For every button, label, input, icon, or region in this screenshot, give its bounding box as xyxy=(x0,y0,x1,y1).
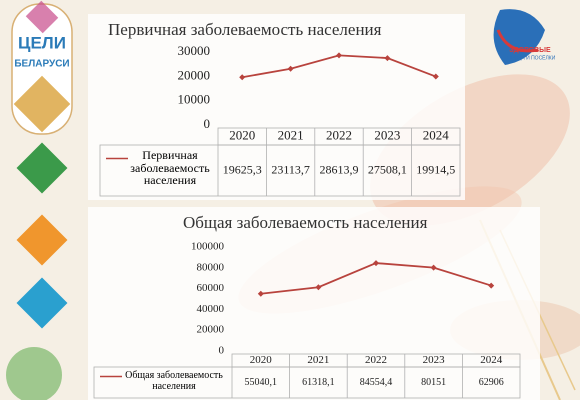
chart-title: Первичная заболеваемость населения xyxy=(108,20,382,39)
table-border xyxy=(93,366,521,399)
y-tick-label: 30000 xyxy=(178,43,211,58)
legend-entry: Общая заболеваемость населения xyxy=(125,370,223,392)
logo-text: ГОРОДА И ПОСЁЛКИ xyxy=(505,54,556,61)
value-label: 19914,5 xyxy=(416,162,455,176)
y-tick-label: 40000 xyxy=(197,303,225,315)
x-tick-label: 2024 xyxy=(423,127,450,142)
marker xyxy=(488,282,495,289)
chart: Общая заболеваемость населения 0 20000 4000… xyxy=(93,213,521,399)
value-label: 23113,7 xyxy=(271,162,310,176)
logo-text: ЦЕЛИ xyxy=(18,33,66,52)
marker xyxy=(287,65,294,72)
x-tick-label: 2021 xyxy=(278,127,304,142)
chart-panel: Общая заболеваемость населения 0 20000 4000… xyxy=(88,207,540,400)
marker xyxy=(430,264,437,271)
logo-text: ЗДОРОВЫЕ xyxy=(509,47,551,54)
value-label: 62906 xyxy=(479,377,504,388)
table-border xyxy=(99,144,461,197)
y-tick-label: 80000 xyxy=(197,261,225,273)
line xyxy=(242,54,437,79)
chart-title: Общая заболеваемость населения xyxy=(183,213,428,232)
marker xyxy=(384,55,391,62)
x-tick-label: 2023 xyxy=(374,127,400,142)
marker xyxy=(257,290,264,297)
y-tick-label: 10000 xyxy=(178,92,211,107)
legend-label: Общая заболеваемость населения xyxy=(125,370,223,392)
chart-panel: Первичная заболеваемость населения 0 10000… xyxy=(88,14,465,200)
marker xyxy=(315,284,322,291)
x-tick-label: 2022 xyxy=(326,127,352,142)
line xyxy=(260,262,492,295)
y-tick-label: 100000 xyxy=(191,241,225,253)
y-tick-label: 20000 xyxy=(178,67,211,82)
chart: Первичная заболеваемость населения 0 10000… xyxy=(99,20,461,197)
value-label: 61318,1 xyxy=(302,377,335,388)
x-tick-label: 2023 xyxy=(423,354,446,366)
x-tick-label: 2020 xyxy=(250,354,272,366)
x-tick-label: 2020 xyxy=(229,127,255,142)
value-label: 27508,1 xyxy=(368,162,407,176)
y-tick-label: 60000 xyxy=(197,282,225,294)
y-tick-label: 20000 xyxy=(197,324,225,336)
x-tick-label: 2024 xyxy=(480,354,503,366)
value-label: 84554,4 xyxy=(360,377,393,388)
legend-label: Первичная заболеваемость населения xyxy=(130,148,210,188)
y-tick-label: 0 xyxy=(219,345,225,357)
marker xyxy=(239,74,246,81)
value-label: 80151 xyxy=(421,377,446,388)
marker xyxy=(336,52,342,59)
logo-text: БЕЛАРУСИ xyxy=(14,59,69,70)
y-tick-label: 0 xyxy=(204,116,211,131)
x-tick-label: 2021 xyxy=(307,354,329,366)
value-label: 28613,9 xyxy=(320,162,359,176)
value-label: 55040,1 xyxy=(245,377,277,388)
marker xyxy=(373,260,379,267)
x-tick-label: 2022 xyxy=(365,354,387,366)
marker xyxy=(432,73,439,80)
value-label: 19625,3 xyxy=(223,162,262,176)
legend-entry: Первичная заболеваемость населения xyxy=(130,148,210,188)
